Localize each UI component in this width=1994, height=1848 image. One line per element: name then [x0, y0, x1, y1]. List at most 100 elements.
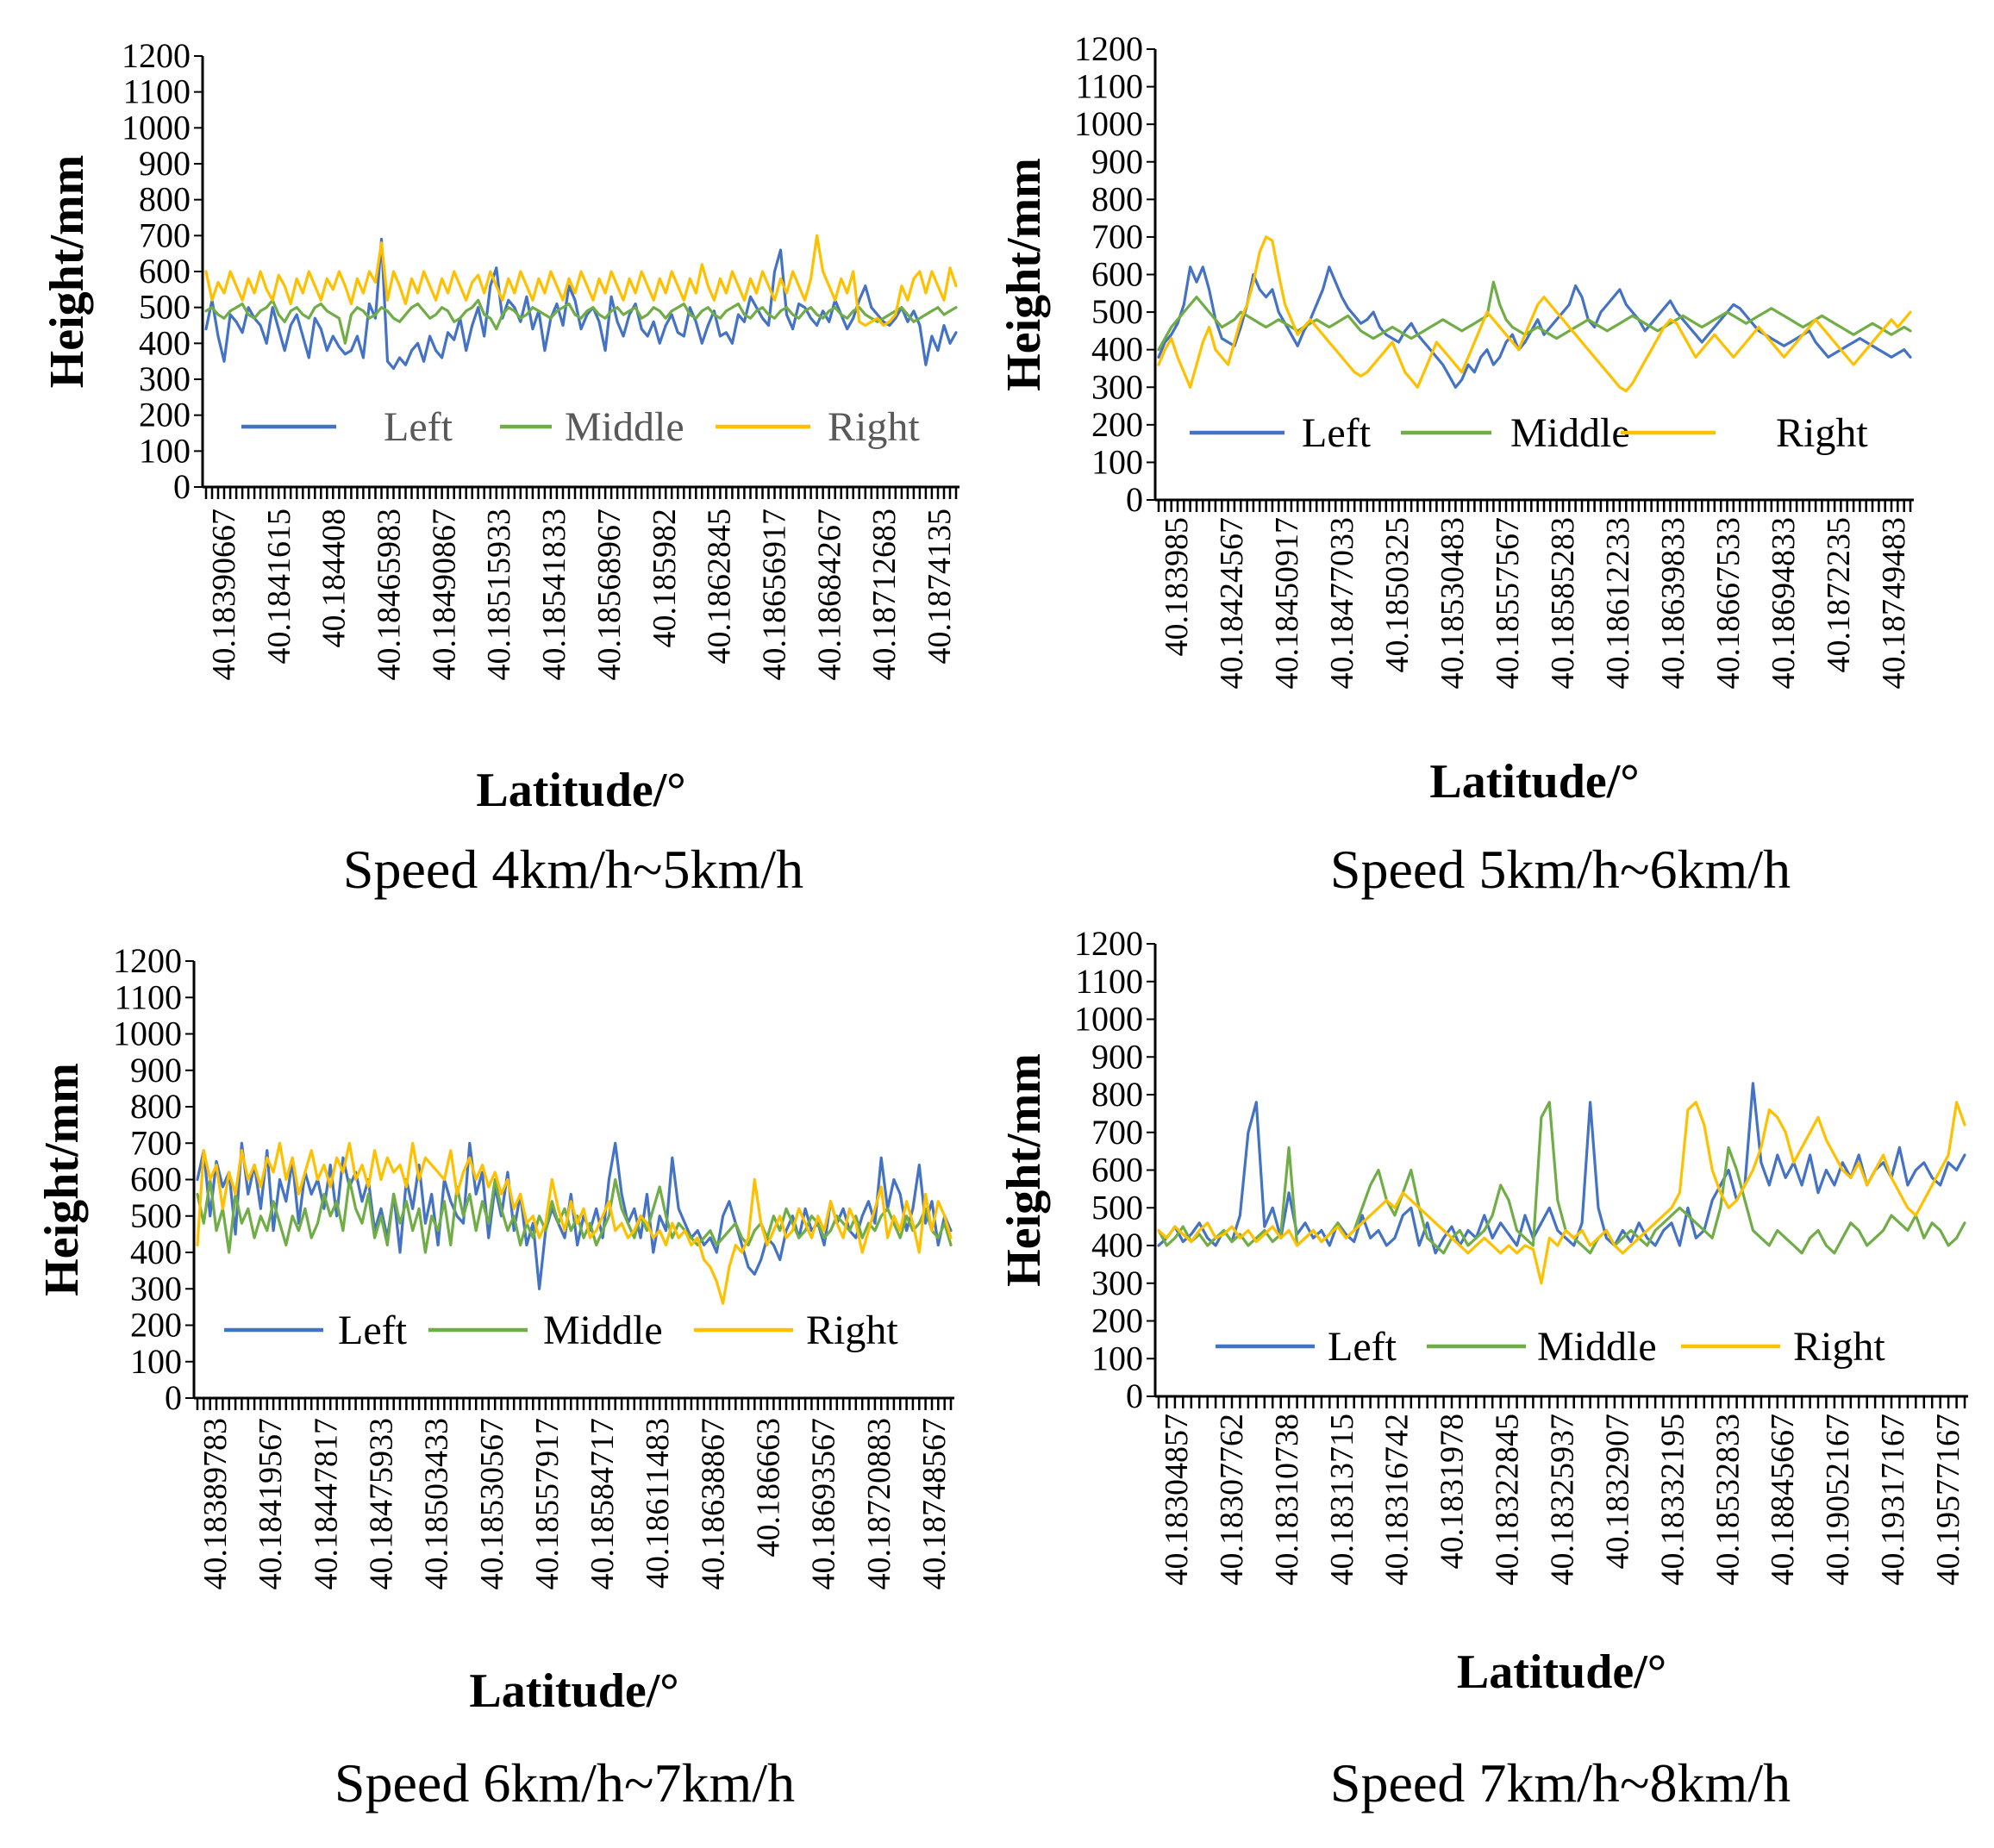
x-axis-title: Latitude/° — [476, 764, 685, 817]
y-tick-label: 500 — [1091, 292, 1143, 331]
y-tick-label: 200 — [1091, 405, 1143, 444]
chart-caption: Speed 4km/h~5km/h — [343, 839, 803, 900]
y-axis-title: Height/mm — [35, 1063, 89, 1296]
x-tick-label: 40.18684267 — [811, 509, 847, 681]
legend-label-left: Left — [384, 404, 453, 450]
y-tick-label: 800 — [1091, 179, 1143, 218]
series-line-middle — [1157, 1101, 1966, 1255]
legend-label-middle: Middle — [1537, 1324, 1657, 1370]
x-minor-ticks — [1157, 500, 1912, 512]
x-tick-label: 40.185982 — [647, 509, 683, 648]
y-tick-label: 0 — [173, 467, 191, 506]
series-line-left — [204, 237, 958, 371]
series-line-left — [1157, 1082, 1966, 1255]
y-tick-label: 100 — [130, 1342, 182, 1381]
legend-label-left: Left — [1328, 1324, 1397, 1370]
x-tick-label: 40.18612233 — [1600, 517, 1636, 690]
x-tick-label: 40.1831978 — [1435, 1414, 1471, 1570]
chart-caption: Speed 6km/h~7km/h — [334, 1752, 795, 1814]
x-tick-label: 40.186663 — [751, 1418, 787, 1558]
legend-label-right: Right — [1776, 410, 1868, 456]
x-tick-label: 40.18307762 — [1214, 1414, 1250, 1586]
y-tick-label: 900 — [139, 144, 191, 183]
x-tick-label: 40.18694833 — [1766, 517, 1802, 690]
y-tick-label: 1100 — [114, 977, 182, 1016]
x-tick-label: 40.18532833 — [1710, 1414, 1746, 1586]
legend-label-left: Left — [1302, 410, 1372, 456]
y-tick-label: 200 — [130, 1306, 182, 1345]
x-tick-label: 40.18390667 — [206, 509, 242, 681]
y-tick-label: 1000 — [1074, 1000, 1143, 1039]
y-tick-label: 1100 — [1075, 67, 1143, 106]
x-tick-label: 40.18845667 — [1765, 1414, 1801, 1586]
x-tick-label: 40.18316742 — [1379, 1414, 1416, 1586]
x-minor-ticks — [1157, 1396, 1966, 1408]
legend-label-middle: Middle — [1510, 410, 1630, 456]
x-tick-label: 40.18584717 — [584, 1418, 621, 1590]
x-tick-label: 40.18638867 — [695, 1418, 731, 1590]
x-tick-label: 40.18419567 — [253, 1418, 289, 1590]
y-tick-label: 0 — [1126, 480, 1143, 519]
x-tick-label: 40.18667533 — [1710, 517, 1747, 690]
x-tick-label: 40.18749483 — [1876, 517, 1912, 690]
y-tick-label: 400 — [1091, 1226, 1143, 1264]
y-tick-label: 400 — [1091, 330, 1143, 369]
y-tick-label: 200 — [139, 396, 191, 434]
y-tick-label: 1100 — [1075, 962, 1143, 1001]
y-tick-label: 700 — [130, 1123, 182, 1162]
x-tick-label: 40.18530483 — [1435, 517, 1471, 690]
chart-caption: Speed 7km/h~8km/h — [1330, 1752, 1791, 1814]
x-tick-label: 40.18332195 — [1654, 1414, 1691, 1586]
x-tick-label: 40.18530567 — [474, 1418, 510, 1590]
x-tick-label: 40.18693567 — [806, 1418, 842, 1590]
x-tick-label: 40.1841615 — [261, 509, 297, 665]
legend-label-right: Right — [806, 1308, 898, 1353]
y-tick-label: 800 — [1091, 1075, 1143, 1114]
y-tick-label: 900 — [130, 1051, 182, 1089]
y-tick-label: 400 — [139, 323, 191, 362]
x-minor-ticks — [204, 487, 958, 499]
y-tick-label: 300 — [1091, 367, 1143, 406]
x-tick-label: 40.18557567 — [1490, 517, 1526, 690]
y-tick-label: 800 — [130, 1087, 182, 1126]
y-tick-label: 300 — [1091, 1264, 1143, 1302]
y-tick-label: 700 — [139, 215, 191, 254]
series-line-middle — [1157, 280, 1912, 352]
y-tick-label: 600 — [139, 252, 191, 290]
x-tick-label: 40.18447817 — [308, 1418, 344, 1590]
x-tick-label: 40.1862845 — [702, 509, 738, 665]
y-tick-label: 1000 — [1074, 104, 1143, 143]
y-tick-label: 0 — [1126, 1377, 1143, 1415]
chart-caption: Speed 5km/h~6km/h — [1330, 839, 1791, 900]
x-tick-label: 40.19317167 — [1875, 1414, 1911, 1586]
y-tick-label: 700 — [1091, 1113, 1143, 1152]
y-tick-label: 500 — [139, 288, 191, 327]
x-tick-label: 40.18515933 — [481, 509, 517, 681]
series-line-middle — [196, 1177, 953, 1254]
x-tick-label: 40.18475933 — [363, 1418, 399, 1590]
y-tick-label: 1200 — [1074, 924, 1143, 963]
series-line-right — [1157, 235, 1912, 393]
y-tick-label: 600 — [1091, 1151, 1143, 1189]
y-tick-label: 1100 — [122, 72, 191, 111]
x-axis-title: Latitude/° — [469, 1664, 678, 1718]
x-tick-label: 40.18656917 — [756, 509, 792, 681]
y-tick-label: 600 — [1091, 255, 1143, 294]
y-tick-label: 100 — [1091, 1339, 1143, 1377]
x-tick-label: 40.18585283 — [1545, 517, 1581, 690]
y-tick-label: 100 — [1091, 442, 1143, 481]
series-line-right — [1157, 1101, 1966, 1285]
x-tick-label: 40.18557917 — [529, 1418, 566, 1590]
x-tick-label: 40.18465983 — [372, 509, 408, 681]
y-tick-label: 100 — [139, 431, 191, 470]
x-minor-ticks — [196, 1398, 953, 1410]
legend-label-right: Right — [828, 404, 920, 450]
x-tick-label: 40.1872235 — [1821, 517, 1857, 673]
y-tick-label: 900 — [1091, 1037, 1143, 1076]
x-tick-label: 40.18477033 — [1324, 517, 1360, 690]
x-tick-label: 40.19052167 — [1820, 1414, 1856, 1586]
series-line-right — [196, 1141, 953, 1305]
x-tick-label: 40.1874135 — [922, 509, 958, 665]
y-tick-label: 1200 — [122, 36, 191, 75]
y-axis-title: Height/mm — [997, 1053, 1051, 1287]
